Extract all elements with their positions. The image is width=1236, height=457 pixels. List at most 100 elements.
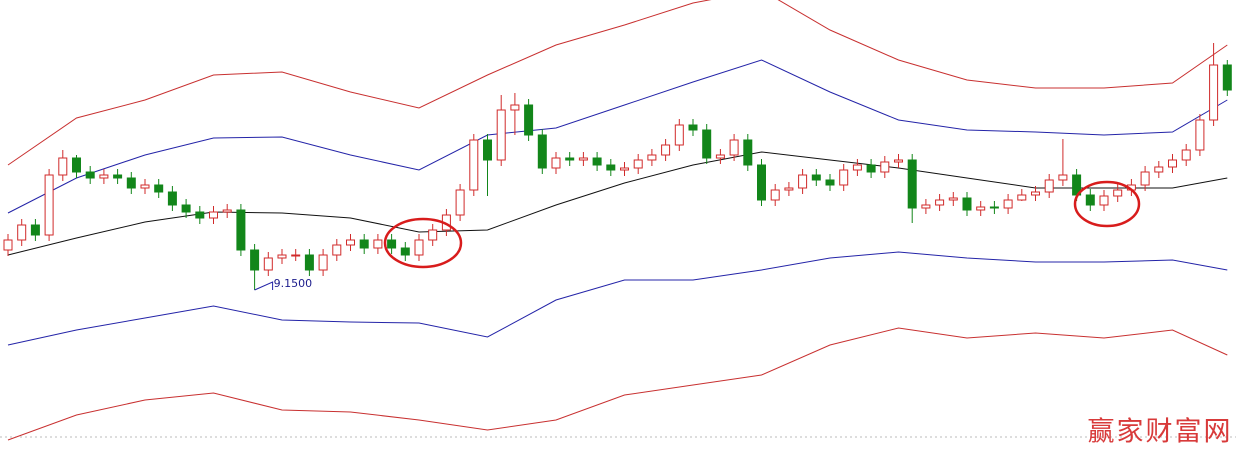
candle-body [250,249,260,271]
candle-body [798,174,808,189]
candle-body [620,167,629,171]
candle-body [72,157,81,173]
candle-body [44,174,54,236]
candle-body [222,209,232,213]
candle-body [167,191,177,206]
candle-body [126,177,136,189]
candle-body [236,209,246,251]
candle-body [496,109,506,161]
candle-body [291,254,301,257]
candle-body [811,174,821,181]
candle-body [578,157,588,161]
candle-body [1085,194,1095,206]
candle-body [674,124,684,146]
candle-body [263,257,273,271]
band-line [7,251,1228,346]
candle-body [852,164,862,171]
candle-body [770,189,780,201]
candle-body [277,254,287,259]
candle-body [839,169,849,186]
candle-body [1003,199,1013,209]
candle-body [989,206,999,209]
candle-body [373,239,383,249]
candle-body [551,157,561,169]
band-line [7,327,1228,441]
candle-body [1058,174,1068,181]
candle-body [154,184,164,193]
candle-body [647,154,657,161]
candle-body [1044,179,1054,193]
watermark: 赢家财富网 [1088,417,1233,448]
candle-body [30,224,40,236]
candle-body [318,254,328,271]
candle-body [907,159,917,209]
candle-body [113,174,123,179]
candle-body [1113,189,1123,197]
candle-body [85,171,95,179]
candle-body [1222,64,1232,91]
candle-body [921,204,931,209]
candle-body [1209,64,1219,121]
band-line [7,151,1228,256]
candle-body [1181,149,1191,161]
candle-body [743,139,753,166]
candle-body [606,164,616,171]
candle-body [1140,171,1150,186]
candle-body [414,239,424,256]
candle-body [825,179,835,186]
candle-body [304,254,314,271]
candle-body [209,211,218,219]
candle-body [633,159,643,169]
candle-body [962,197,972,211]
candle-body [715,154,725,159]
candle-body [195,211,205,219]
candle-body [58,157,68,176]
candle-body [332,244,342,256]
candle-body [346,239,355,246]
band-line [7,59,1228,214]
candles: 9.1500 [3,43,1232,291]
candle-body [702,129,712,159]
candle-body [880,161,890,173]
candle-body [1017,194,1027,201]
candle-body [428,229,438,241]
candle-body [976,206,986,211]
candle-body [400,247,410,256]
highlight-circle [1073,180,1141,228]
candle-body [948,197,958,201]
candle-body [3,239,13,251]
highlight-circle [383,217,463,269]
candle-body [592,157,602,166]
candle-body [894,159,903,163]
candle-body [455,189,465,216]
candle-body [359,239,369,249]
candle-body [729,139,739,156]
candle-body [524,104,534,136]
candle-body [469,139,479,191]
candle-body [661,144,671,156]
candle-body [483,139,492,161]
candle-body [140,184,150,189]
annotation-leader [254,281,274,291]
candle-body [757,164,766,201]
candle-body [1168,159,1177,168]
candle-body [1031,191,1040,196]
candle-body [1195,119,1205,151]
bands [7,0,1228,441]
candle-body [688,124,698,131]
candle-body [537,134,547,169]
candle-body [1099,195,1109,206]
candle-body [1154,166,1164,173]
candle-body [565,157,575,161]
candle-body [17,224,27,241]
candle-body [866,164,876,173]
candle-body [510,104,520,111]
candle-body [181,204,191,213]
candle-body [387,239,397,249]
candle-body [935,199,945,206]
candle-body [99,174,109,179]
candle-body [784,187,794,191]
annotation-label: 9.1500 [274,277,313,290]
band-line [7,0,1228,166]
